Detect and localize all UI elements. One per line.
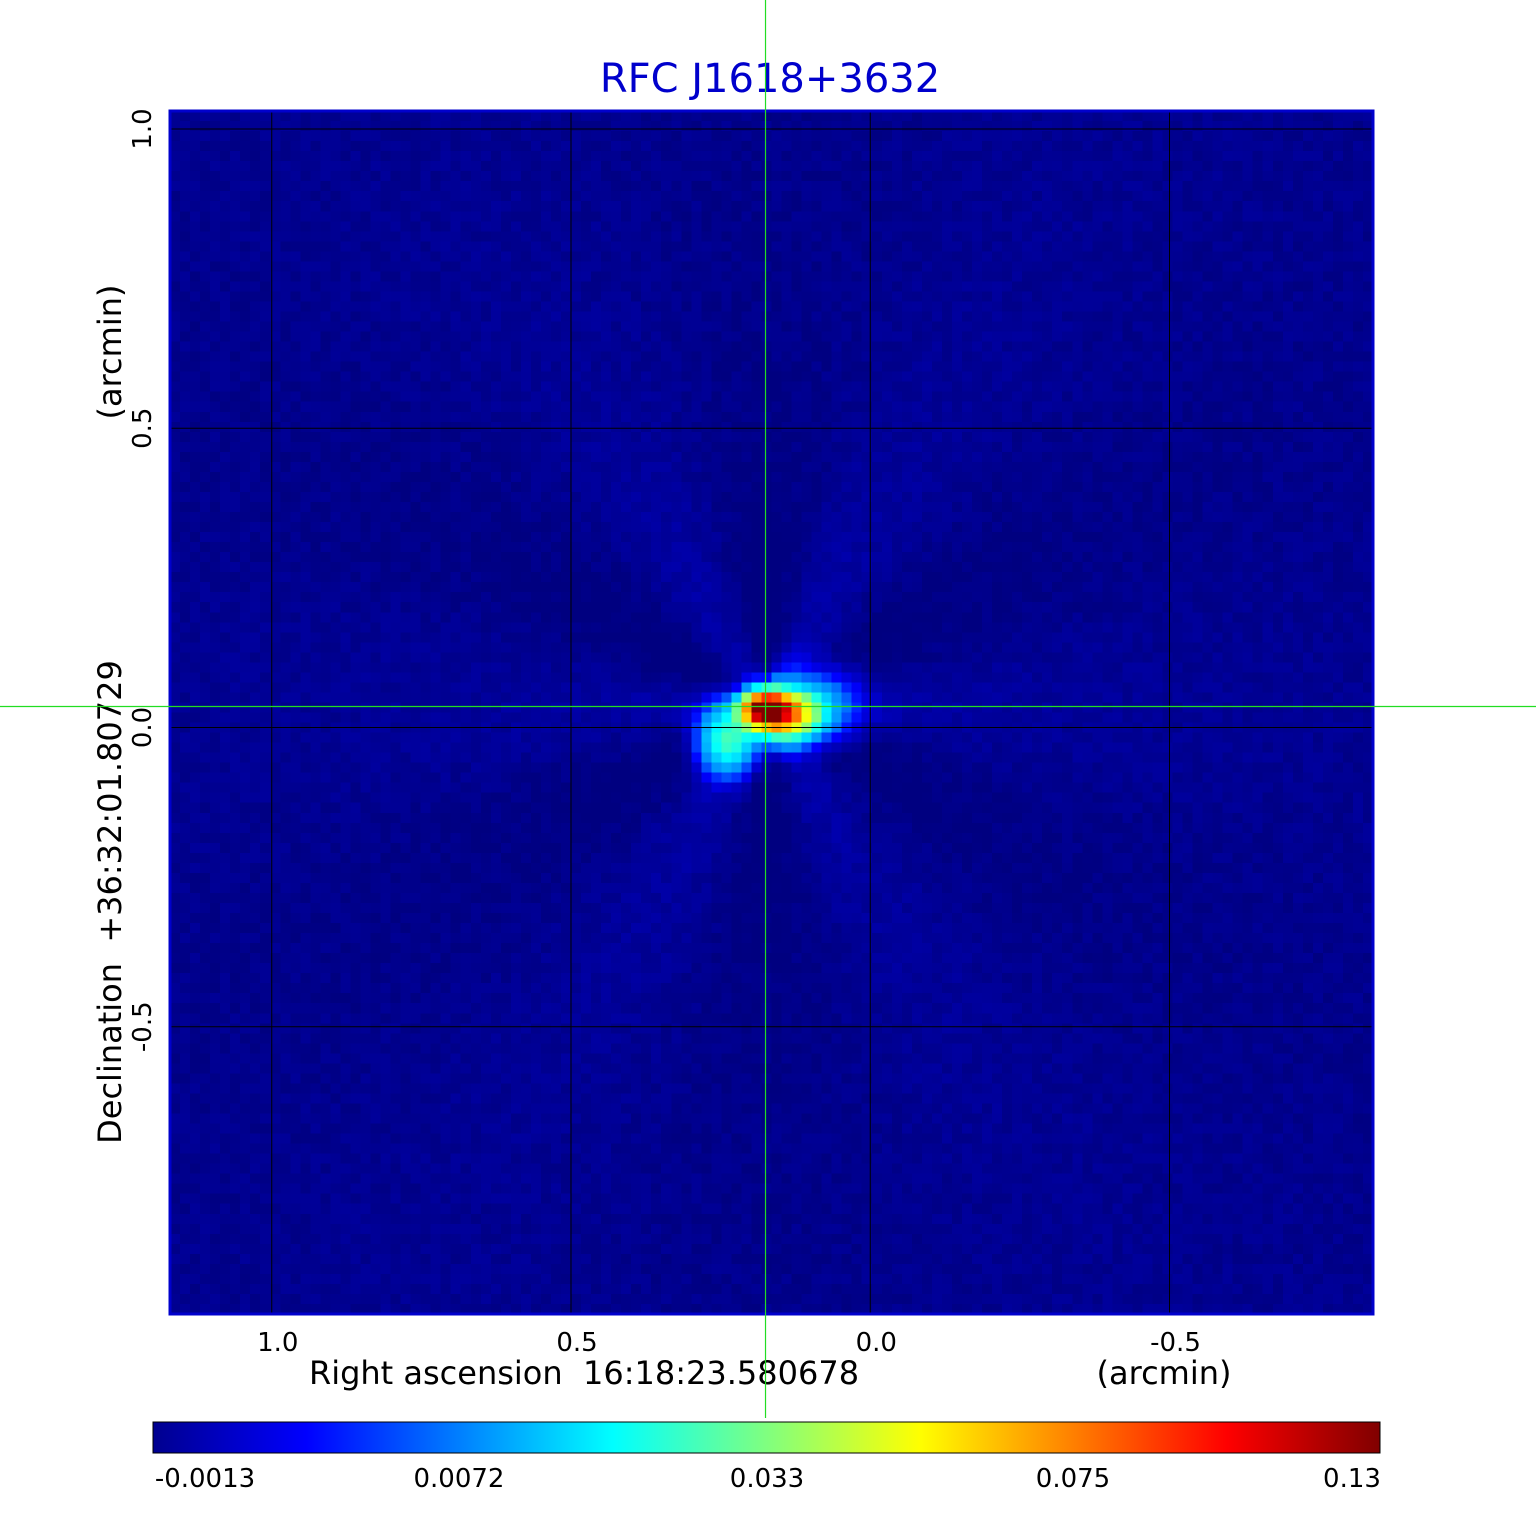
colorbar-tick-labels: -0.0013 0.0072 0.033 0.075 0.13 xyxy=(155,1464,1381,1494)
x-tick-label-2: 0.0 xyxy=(856,1328,897,1358)
colorbar xyxy=(152,1421,1381,1454)
x-axis-unit: (arcmin) xyxy=(1097,1354,1232,1392)
plot-frame xyxy=(168,109,1375,1316)
y-tick-label-1: 0.5 xyxy=(128,408,158,449)
x-tick-labels: 1.0 0.5 0.0 -0.5 xyxy=(257,1328,1201,1358)
colorbar-tick-label-2: 0.033 xyxy=(730,1464,804,1494)
x-axis-label: Right ascension 16:18:23.580678 xyxy=(309,1354,859,1392)
y-tick-label-2: 0.0 xyxy=(128,707,158,748)
y-tick-label-3: -0.5 xyxy=(128,1001,158,1052)
colorbar-tick-label-3: 0.075 xyxy=(1036,1464,1110,1494)
x-tick-label-0: 1.0 xyxy=(257,1328,298,1358)
colorbar-tick-label-0: -0.0013 xyxy=(155,1464,255,1494)
grid-lines xyxy=(170,111,1373,1314)
colorbar-tick-label-1: 0.0072 xyxy=(414,1464,505,1494)
y-tick-labels: 1.0 0.5 0.0 -0.5 xyxy=(128,108,158,1052)
y-axis-label: Declination +36:32:01.80729 xyxy=(91,660,129,1144)
x-tick-label-1: 0.5 xyxy=(556,1328,597,1358)
intensity-heatmap xyxy=(170,111,1373,1314)
chart-title: RFC J1618+3632 xyxy=(600,56,940,102)
y-tick-label-0: 1.0 xyxy=(128,108,158,149)
x-tick-label-3: -0.5 xyxy=(1150,1328,1201,1358)
colorbar-tick-label-4: 0.13 xyxy=(1323,1464,1381,1494)
y-axis-unit: (arcmin) xyxy=(91,285,129,420)
plot-area xyxy=(168,109,1375,1316)
